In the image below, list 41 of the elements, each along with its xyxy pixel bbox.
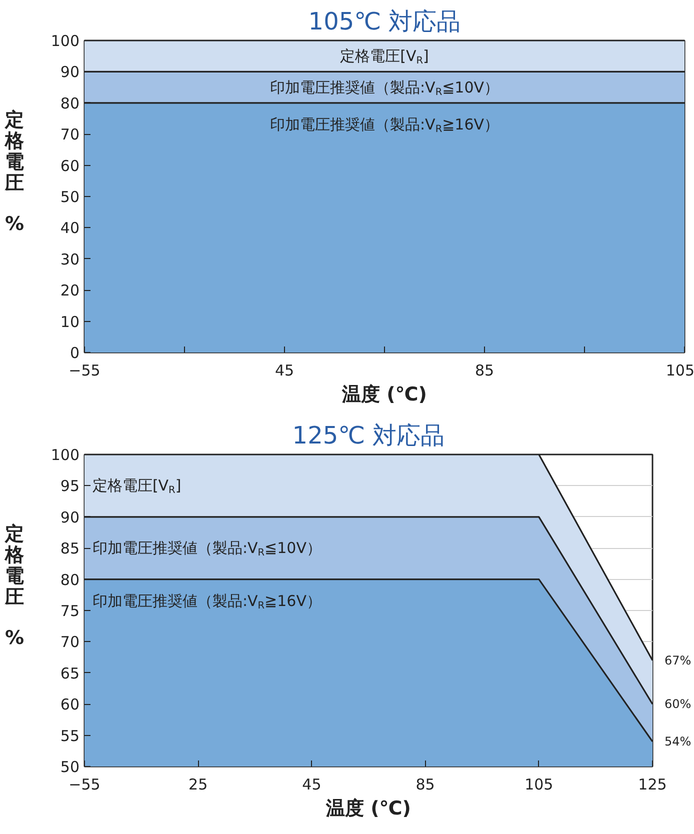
y-tick-label: 40 <box>60 219 80 238</box>
y-tick-label: 85 <box>60 540 80 558</box>
chart-title: 125℃ 対応品 <box>292 422 445 450</box>
x-tick-label: 25 <box>188 776 208 794</box>
y-tick-label: 80 <box>60 94 80 112</box>
x-tick-label: 45 <box>274 362 294 380</box>
y-tick-label: 60 <box>60 156 80 175</box>
y-tick-label: 55 <box>60 726 80 745</box>
y-tick-label: 80 <box>60 570 80 589</box>
y-tick-label: 30 <box>60 250 80 268</box>
y-axis-title: 定格電圧 % <box>5 523 24 650</box>
y-tick-label: 100 <box>50 446 80 464</box>
y-tick-label: 70 <box>60 633 80 652</box>
data-label: 60% <box>664 697 692 712</box>
x-tick-label: 85 <box>416 776 435 794</box>
x-axis-title: 温度 (℃) <box>341 384 428 406</box>
y-tick-label: 95 <box>60 477 80 496</box>
y-tick-label: 90 <box>60 63 80 82</box>
y-tick-label: 75 <box>60 602 80 620</box>
chart-title: 105℃ 対応品 <box>308 8 461 36</box>
x-tick-label: −55 <box>68 362 100 380</box>
x-tick-label: 105 <box>524 776 554 794</box>
data-label: 54% <box>664 734 692 749</box>
y-tick-label: 60 <box>60 696 80 714</box>
data-label: 67% <box>664 653 692 668</box>
y-tick-label: 10 <box>60 312 80 331</box>
y-axis-title: 定格電圧 % <box>5 109 24 236</box>
y-tick-label: 100 <box>50 32 80 50</box>
x-tick-label: 125 <box>638 776 667 794</box>
y-tick-label: 65 <box>60 664 80 682</box>
y-tick-label: 50 <box>60 188 80 206</box>
x-tick-label: 105 <box>666 362 694 380</box>
x-axis-title: 温度 (℃) <box>325 798 412 820</box>
y-tick-label: 90 <box>60 508 80 526</box>
y-tick-label: 50 <box>60 758 80 776</box>
x-tick-label: 45 <box>302 776 322 794</box>
x-tick-label: 85 <box>474 362 494 380</box>
x-tick-label: −55 <box>68 776 100 794</box>
y-tick-label: 0 <box>70 344 80 362</box>
y-tick-label: 70 <box>60 126 80 144</box>
y-tick-label: 20 <box>60 282 80 300</box>
